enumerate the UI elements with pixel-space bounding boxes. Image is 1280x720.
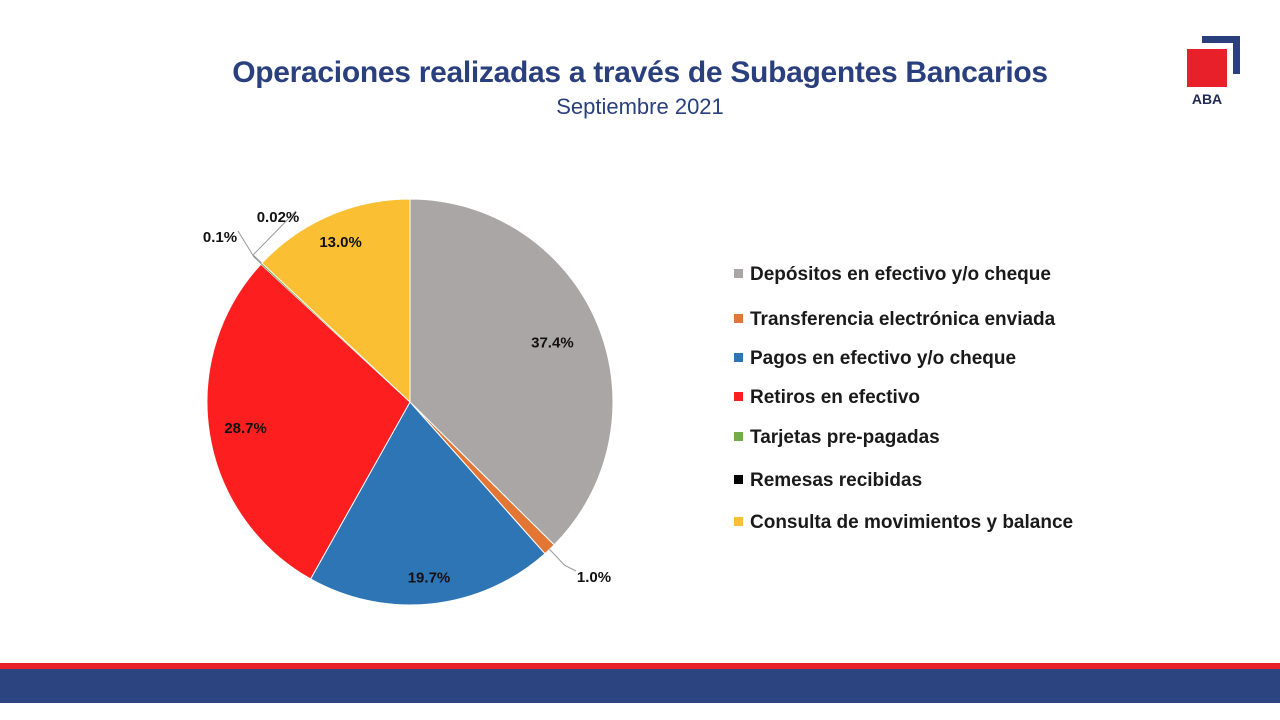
legend-item-depositos-en-efectivo-y-o-cheque: Depósitos en efectivo y/o cheque [734,264,1051,286]
data-label-depositos-en-efectivo-y-o-cheque: 37.4% [531,335,574,352]
legend-item-consulta-de-movimientos-y-balance: Consulta de movimientos y balance [734,512,1073,534]
legend-swatch-icon [734,392,743,401]
data-label-retiros-en-efectivo: 28.7% [224,420,267,437]
legend-label: Pagos en efectivo y/o cheque [750,348,1016,369]
legend-label: Consulta de movimientos y balance [750,512,1073,533]
data-label-consulta-de-movimientos-y-balance: 13.0% [319,234,362,251]
legend-label: Transferencia electrónica enviada [750,309,1055,330]
legend-item-pagos-en-efectivo-y-o-cheque: Pagos en efectivo y/o cheque [734,348,1016,370]
legend-item-retiros-en-efectivo: Retiros en efectivo [734,387,920,409]
legend-item-remesas-recibidas: Remesas recibidas [734,470,922,492]
footer-blue-band [0,669,1280,703]
leader-line-transferencia-electronica-enviada [550,549,576,571]
legend-swatch-icon [734,432,743,441]
legend-swatch-icon [734,353,743,362]
data-label-pagos-en-efectivo-y-o-cheque: 19.7% [408,570,451,587]
legend-label: Retiros en efectivo [750,387,920,408]
data-label-transferencia-electronica-enviada: 1.0% [577,569,611,586]
legend-swatch-icon [734,517,743,526]
legend-item-transferencia-electronica-enviada: Transferencia electrónica enviada [734,309,1055,331]
legend-swatch-icon [734,269,743,278]
legend-swatch-icon [734,475,743,484]
legend-item-tarjetas-pre-pagadas: Tarjetas pre-pagadas [734,427,940,449]
legend-label: Remesas recibidas [750,470,922,491]
data-label-remesas-recibidas: 0.02% [257,209,300,226]
legend-swatch-icon [734,314,743,323]
legend-label: Depósitos en efectivo y/o cheque [750,264,1051,285]
data-label-tarjetas-pre-pagadas: 0.1% [203,229,237,246]
legend-label: Tarjetas pre-pagadas [750,427,940,448]
